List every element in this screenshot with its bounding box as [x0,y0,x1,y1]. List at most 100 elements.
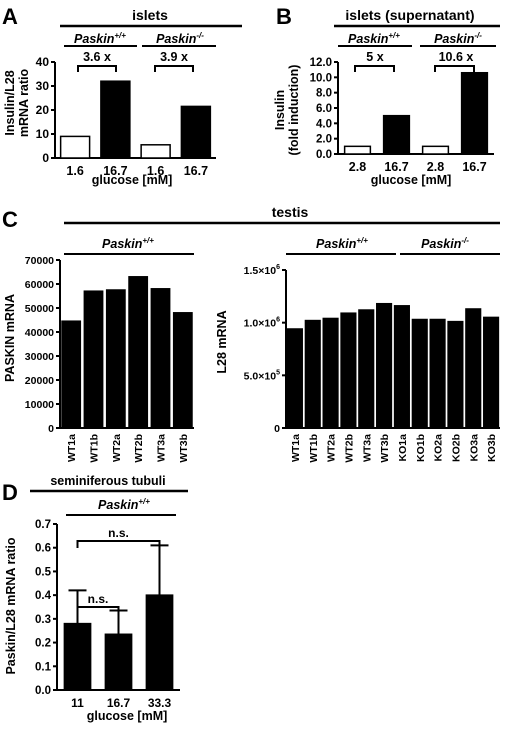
y-tick-label: 0.2 [35,638,51,650]
bar [172,312,193,429]
x-tick-label: KO2a [433,434,445,462]
fold-label-a-1: 3.6 x [83,50,111,64]
title-b: islets (supernatant) [345,7,474,23]
x-tick-label: 1.6 [147,164,164,178]
x-tick-label: 16.7 [384,160,408,174]
y-tick-label: 0.3 [35,614,51,626]
y-label-a-2: mRNA ratio [17,68,31,137]
x-tick-label: KO2b [450,434,462,462]
x-tick-label: 16.7 [107,696,131,710]
bar [411,318,428,429]
group-label-c2-2: Paskin-/- [421,236,469,251]
fold-label-a-2: 3.9 x [160,50,188,64]
x-label-a: glucose [mM] [92,173,173,187]
x-tick-label: 1.6 [66,164,83,178]
significance-label: n.s. [108,526,129,540]
group-label-c: Paskin+/+ [102,236,154,251]
title-d: seminiferous tubuli [50,474,165,488]
x-tick-label: KO1a [397,434,409,462]
bar [128,276,149,429]
y-tick-label: 30000 [25,351,54,363]
x-tick-label: KO3a [468,434,480,462]
y-tick-label: 5.0×105 [244,369,280,382]
fold-bracket-b-2 [434,65,475,72]
x-tick-label: 16.7 [462,160,486,174]
y-tick-label: 60000 [25,279,54,291]
bar [421,145,450,155]
x-tick-label: WT1b [89,434,101,463]
y-label-c2: L28 mRNA [215,310,229,373]
x-tick-label: WT1b [308,434,320,463]
bar [145,594,174,691]
fold-bracket-b-1 [354,65,395,72]
bar [105,289,126,429]
x-tick-label: 16.7 [184,164,208,178]
bar [150,288,171,429]
bar [63,622,92,691]
y-tick-label: 0 [48,423,54,435]
y-label-b-1: Insulin [273,90,287,130]
y-tick-label: 2.0 [316,134,332,146]
x-tick-label: WT2b [133,434,145,463]
y-tick-label: 0.7 [35,519,51,531]
plot-c-paskin: 0 10000 20000 30000 40000 50000 60000 70000 WT1a… [25,255,194,463]
bar [286,328,303,429]
significance-label: n.s. [88,592,109,606]
group-label-d: Paskin+/+ [98,497,150,512]
bar [180,105,212,159]
fold-label-b-2: 10.6 x [439,50,474,64]
y-tick-label: 40000 [25,327,54,339]
y-label-b-2: (fold induction) [287,65,301,156]
y-label-c: PASKIN mRNA [3,294,17,382]
bar [460,71,489,155]
x-tick-label: WT1a [66,434,78,462]
y-tick-label: 30 [36,79,50,93]
y-tick-label: 20000 [25,375,54,387]
panel-b: B islets (supernatant) Paskin+/+ Paskin-… [273,4,500,187]
x-label-d: glucose [mM] [87,709,168,723]
bar [447,320,464,429]
y-tick-label: 0.5 [35,566,52,578]
x-tick-label: 11 [71,696,84,710]
bar [61,320,82,429]
x-tick-label: WT2a [326,434,338,462]
x-tick-label: WT3b [178,434,190,463]
y-tick-label: 8.0 [316,88,332,100]
y-tick-label: 20 [36,103,50,117]
panel-label-a: A [2,4,18,29]
y-tick-label: 0.1 [35,661,52,673]
group-label-a-2: Paskin-/- [156,31,204,46]
title-c: testis [272,204,309,220]
y-tick-label: 10000 [25,399,54,411]
group-label-a-1: Paskin+/+ [74,31,126,46]
significance-bracket [76,606,120,614]
bar [358,309,375,429]
y-tick-label: 40 [36,55,50,69]
x-tick-label: 16.7 [103,164,127,178]
y-tick-label: 0 [42,151,49,165]
fold-bracket-a-1 [77,65,117,72]
plot-b: 0.0 2.0 4.0 6.0 8.0 10.0 12.0 2.8 16.7 2.8 16.7 [310,57,494,174]
plot-d: 0.0 0.1 0.2 0.3 0.4 0.5 0.6 0.7 11 16.7 33.3 n.s. n.… [35,519,180,710]
panel-label-c: C [2,207,18,232]
fold-bracket-a-2 [154,65,194,72]
y-tick-label: 1.5×106 [244,264,280,277]
x-tick-label: KO3b [486,434,498,462]
y-tick-label: 50000 [25,303,54,315]
y-tick-label: 0 [274,423,280,435]
bar [340,312,357,429]
y-label-d: Paskin/L28 mRNA ratio [4,537,18,674]
title-a: islets [132,7,168,23]
y-tick-label: 10 [36,127,50,141]
bar [100,80,131,159]
y-tick-label: 0.6 [35,543,51,555]
y-tick-label: 0.4 [35,590,52,602]
group-label-b-2: Paskin-/- [434,31,482,46]
bar [382,114,411,155]
y-tick-label: 4.0 [316,118,332,130]
x-tick-label: KO1b [415,434,427,462]
bar [429,318,446,429]
plot-a: 0 10 20 30 40 1.6 16.7 1.6 16.7 [36,55,216,178]
x-tick-label: WT3b [379,434,391,463]
